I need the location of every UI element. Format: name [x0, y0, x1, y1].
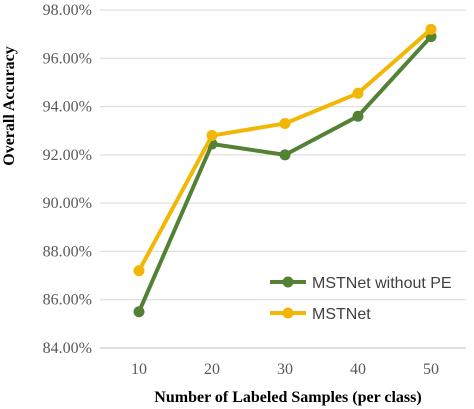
- legend-label: MSTNet: [312, 306, 371, 323]
- x-tick-label: 30: [277, 361, 293, 378]
- y-tick-label: 92.00%: [43, 147, 92, 164]
- data-point: [352, 87, 364, 99]
- x-axis-title: Number of Labeled Samples (per class): [154, 389, 421, 406]
- data-point: [352, 110, 364, 122]
- legend-entry: MSTNet: [270, 306, 371, 323]
- x-tick-label: 50: [423, 361, 439, 378]
- legend-swatch-marker: [282, 307, 294, 319]
- y-tick-labels: 84.00% 86.00% 88.00% 90.00% 92.00% 94.00% 96.0…: [43, 2, 92, 357]
- series-mstnet: [133, 23, 437, 277]
- y-tick-label: 88.00%: [43, 243, 92, 260]
- y-tick-label: 98.00%: [43, 2, 92, 19]
- y-tick-label: 86.00%: [43, 292, 92, 309]
- y-tick-label: 90.00%: [43, 195, 92, 212]
- data-point: [133, 306, 145, 318]
- x-tick-labels: 10 20 30 40 50: [131, 361, 439, 378]
- x-tick-label: 20: [204, 361, 220, 378]
- y-tick-label: 84.00%: [43, 340, 92, 357]
- data-point: [206, 130, 218, 142]
- series-lines: [133, 23, 437, 318]
- data-point: [279, 149, 291, 161]
- y-tick-label: 96.00%: [43, 50, 92, 67]
- x-tick-label: 40: [350, 361, 366, 378]
- series-line: [137, 34, 433, 314]
- y-tick-label: 94.00%: [43, 99, 92, 116]
- legend: MSTNet without PE MSTNet: [270, 275, 452, 323]
- legend-swatch-marker: [282, 276, 294, 288]
- x-tick-label: 10: [131, 361, 147, 378]
- legend-entry: MSTNet without PE: [270, 275, 452, 292]
- y-axis-title: Overall Accuracy: [1, 46, 18, 166]
- data-point: [425, 23, 437, 35]
- legend-label: MSTNet without PE: [312, 275, 452, 292]
- data-point: [279, 117, 291, 129]
- data-point: [133, 265, 145, 277]
